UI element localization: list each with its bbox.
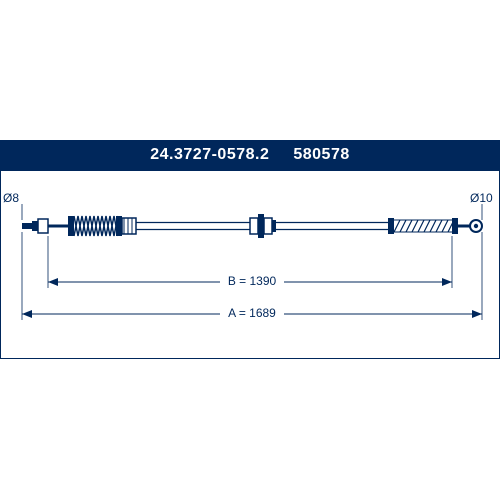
part-number: 24.3727-0578.2 (150, 146, 269, 164)
technical-drawing: Ø8 Ø10 B = 1390 A (0, 170, 500, 360)
dimension-b-label: B = 1390 (228, 274, 277, 288)
left-diameter-label: Ø8 (3, 191, 19, 205)
dimension-a-label: A = 1689 (228, 306, 276, 320)
figure-wrapper: 24.3727-0578.2 580578 (0, 0, 500, 500)
title-bar: 24.3727-0578.2 580578 (0, 140, 500, 170)
order-number: 580578 (293, 146, 349, 164)
right-diameter-label: Ø10 (470, 191, 493, 205)
